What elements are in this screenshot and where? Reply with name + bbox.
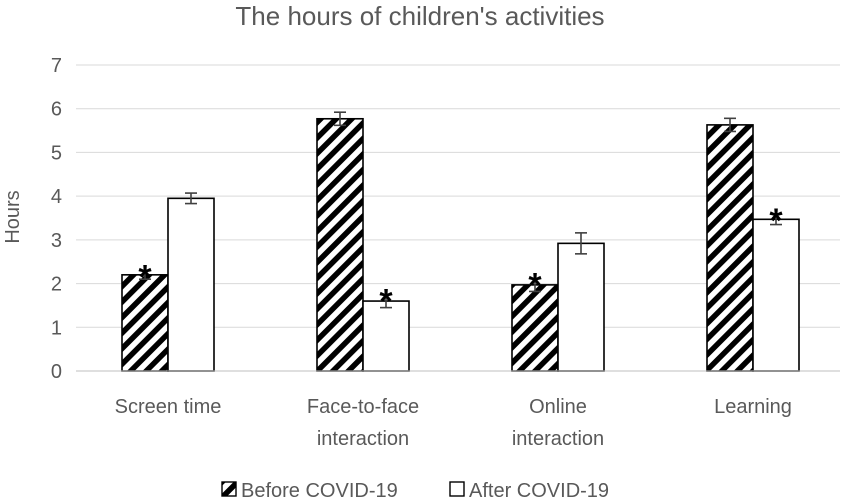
error-bars [139,111,782,309]
legend-label: Before COVID-19 [241,480,398,502]
bar-before [706,124,754,372]
y-tick-label: 0 [51,361,62,383]
bar-after [362,300,410,372]
y-tick-label: 6 [51,99,62,121]
chart-title: The hours of children's activities [235,1,604,31]
category-label: Online [529,396,587,418]
legend-label: After COVID-19 [469,480,609,502]
significance-star: * [769,202,783,240]
significance-star: * [138,258,152,296]
category-label: interaction [317,428,409,450]
y-tick-label: 7 [51,55,62,77]
y-tick-label: 4 [51,186,62,208]
significance-markers: * * * * [138,202,783,320]
y-tick-label: 2 [51,274,62,296]
significance-star: * [528,266,542,304]
category-label: Learning [714,396,792,418]
category-labels: Screen time Face-to-face interaction Online… [115,396,792,450]
bar-before [511,284,559,372]
category-label: Screen time [115,396,222,418]
legend: Before COVID-19 After COVID-19 [221,480,609,502]
legend-swatch-after [449,481,465,497]
significance-star: * [379,283,393,321]
bar-after [167,197,215,372]
category-label: interaction [512,428,604,450]
category-label: Face-to-face [307,396,419,418]
y-axis-label: Hours [2,190,24,243]
bar-after [752,218,800,372]
y-tick-label: 1 [51,317,62,339]
legend-swatch-before [221,481,237,497]
y-tick-label: 5 [51,142,62,164]
bar-before [316,117,364,372]
bars [121,117,800,372]
bar-after [557,242,605,372]
y-tick-label: 3 [51,230,62,252]
y-tick-labels: 0 1 2 3 4 5 6 7 [51,55,62,383]
